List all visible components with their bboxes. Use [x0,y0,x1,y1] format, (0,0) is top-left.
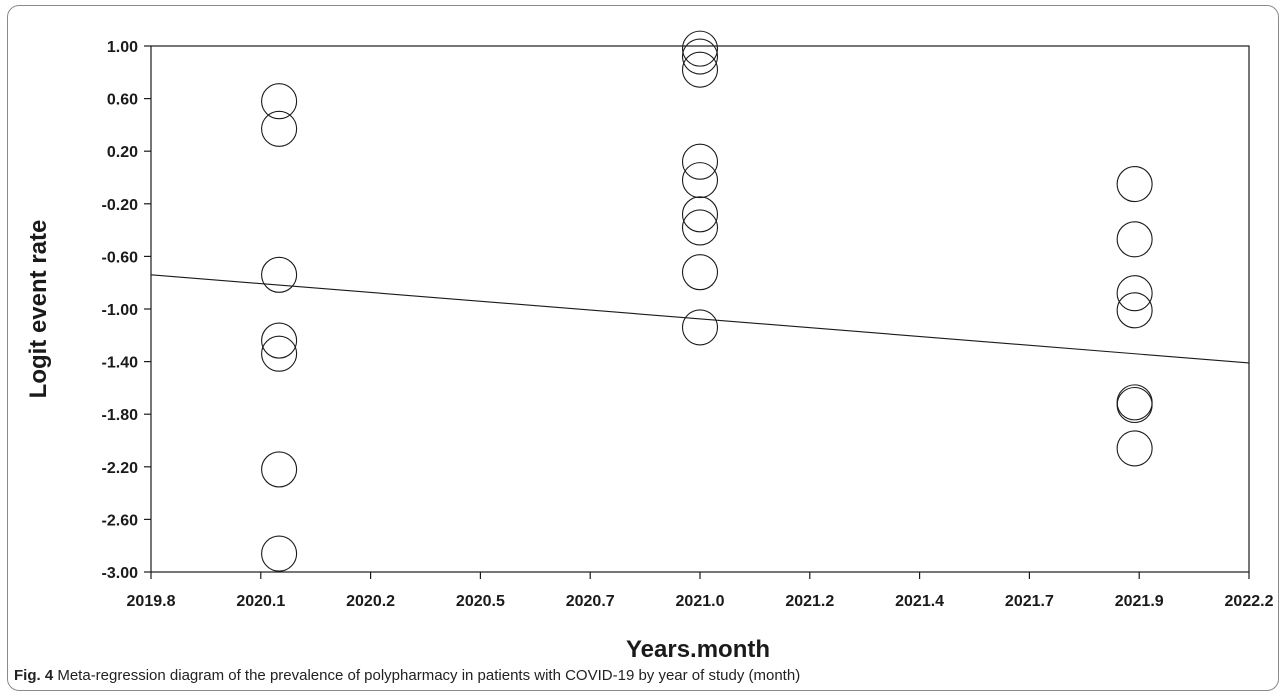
data-point [261,256,298,293]
data-point [681,254,719,291]
data-point [1116,275,1153,312]
data-point [1116,430,1153,467]
data-point [1116,292,1153,329]
x-tick-label: 2021.9 [1115,593,1164,610]
y-tick-label: 1.00 [107,39,138,56]
data-point [1116,384,1153,421]
data-point [681,38,719,75]
data-point [681,309,719,346]
data-point [261,322,298,359]
figure-label: Fig. 4 [14,667,54,684]
y-tick-label: -2.60 [102,512,139,529]
data-point [261,451,298,488]
figure-caption: Fig. 4 Meta-regression diagram of the pr… [14,667,800,684]
y-tick-label: 0.60 [107,92,138,109]
y-tick-label: -1.00 [102,302,139,319]
x-tick-label: 2020.7 [566,593,615,610]
data-point [1116,386,1153,424]
data-point [681,51,719,88]
y-tick-label: -1.80 [102,407,139,424]
x-axis-title: Years.month [626,636,770,663]
data-point [681,30,719,67]
data-point [681,209,719,246]
y-tick-label: -1.40 [102,355,139,372]
y-axis-title: Logit event rate [25,220,52,399]
data-point [261,535,298,572]
x-axis-ticks: 2019.8 2020.1 2020.2 2020.5 2020.7 2021.0 2021… [127,572,1274,610]
x-tick-label: 2021.2 [785,593,834,610]
x-tick-label: 2021.0 [676,593,725,610]
y-tick-label: -2.20 [102,460,139,477]
plot-border [150,45,1250,573]
data-point [681,196,719,233]
y-tick-label: 0.20 [107,144,138,161]
plot-area [150,45,1250,573]
y-tick-label: -0.60 [102,249,139,266]
figure-caption-text: Meta-regression diagram of the prevalenc… [57,667,801,684]
x-tick-label: 2021.4 [895,593,944,610]
x-tick-label: 2021.7 [1005,593,1054,610]
regression-line-group [150,274,1250,364]
x-tick-label: 2020.5 [456,593,505,610]
x-tick-label: 2020.1 [236,593,285,610]
y-tick-label: -3.00 [102,565,139,582]
x-tick-label: 2019.8 [127,593,176,610]
data-point [261,83,298,120]
y-axis-ticks: 1.00 0.60 0.20 -0.20 -0.60 -1.00 -1.40 -1.80 -2.… [102,39,151,582]
data-point [261,335,298,372]
y-tick-label: -0.20 [102,197,139,214]
data-point [1116,166,1153,203]
data-point [681,162,719,199]
x-tick-label: 2020.2 [346,593,395,610]
regression-line [150,274,1250,364]
data-point [681,143,719,180]
x-tick-label: 2022.2 [1225,593,1274,610]
data-points [261,30,1153,572]
data-point [1116,221,1153,258]
data-point [261,110,298,147]
